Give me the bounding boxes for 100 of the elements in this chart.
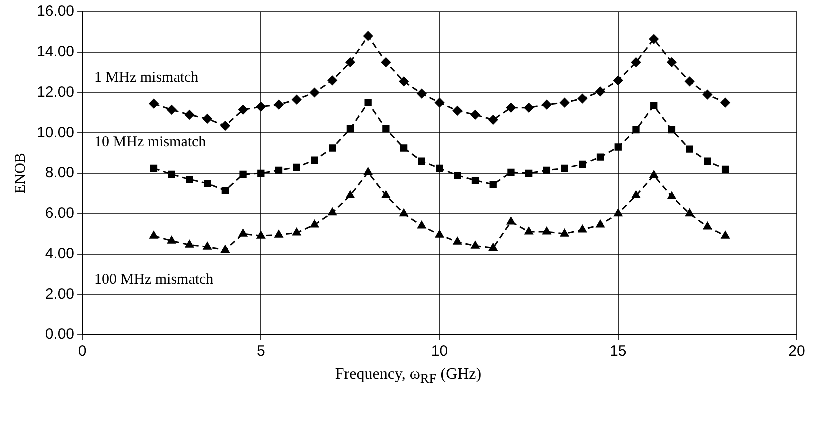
point <box>328 76 338 86</box>
point <box>293 164 300 172</box>
point <box>596 154 604 161</box>
y-tick-label: 4.00 <box>45 245 75 262</box>
point <box>258 170 265 178</box>
point <box>168 170 176 178</box>
point <box>274 230 284 238</box>
point <box>202 114 212 124</box>
point <box>149 99 159 109</box>
point <box>578 225 587 233</box>
y-tick-label: 2.00 <box>45 286 75 303</box>
point <box>686 146 694 153</box>
point <box>382 190 390 198</box>
y-tick-label: 14.00 <box>36 44 75 61</box>
series-label: 1 MHz mismatch <box>94 70 200 86</box>
point <box>186 176 194 184</box>
point <box>543 166 551 174</box>
point <box>686 209 694 217</box>
point <box>560 98 570 108</box>
point <box>453 237 462 245</box>
point <box>668 192 676 200</box>
point <box>471 241 480 249</box>
point <box>238 105 248 115</box>
point <box>722 166 730 174</box>
point <box>417 89 427 99</box>
point <box>275 166 283 174</box>
point <box>702 90 712 100</box>
point <box>364 31 374 41</box>
point <box>203 242 212 250</box>
point <box>507 217 516 225</box>
point <box>256 231 266 239</box>
point <box>631 58 641 68</box>
point <box>561 164 568 172</box>
point <box>614 144 622 151</box>
point <box>221 245 230 253</box>
point <box>596 220 605 228</box>
point <box>274 100 284 110</box>
point <box>381 58 391 68</box>
point <box>542 100 552 110</box>
point <box>399 76 409 86</box>
point <box>310 88 320 98</box>
point <box>435 98 445 108</box>
point <box>292 228 302 236</box>
y-tick-label: 16.00 <box>36 3 75 20</box>
point <box>650 102 658 110</box>
point <box>346 126 354 133</box>
point <box>346 190 355 198</box>
point <box>614 76 624 86</box>
point <box>452 106 462 116</box>
point <box>470 110 480 120</box>
series-label: 100 MHz mismatch <box>94 272 214 288</box>
point <box>400 209 408 217</box>
y-tick-label: 10.00 <box>36 124 75 142</box>
point <box>524 103 534 113</box>
point <box>614 209 623 217</box>
point <box>578 94 588 104</box>
point <box>508 168 515 176</box>
point <box>311 156 318 164</box>
point <box>685 76 695 86</box>
point <box>184 110 194 120</box>
point <box>220 121 230 131</box>
point <box>632 190 640 198</box>
point <box>650 170 658 178</box>
point <box>239 229 248 237</box>
point <box>489 243 498 251</box>
point <box>632 126 640 134</box>
point <box>168 236 176 244</box>
series-label: 10 MHz mismatch <box>94 134 207 150</box>
y-tick-label: 8.00 <box>45 164 75 182</box>
point <box>310 220 319 228</box>
point <box>167 105 177 115</box>
point <box>240 170 247 178</box>
point <box>542 227 552 235</box>
point <box>526 170 533 178</box>
y-tick-label: 6.00 <box>45 205 75 222</box>
point <box>579 160 586 168</box>
point <box>472 176 480 184</box>
point <box>704 158 712 165</box>
point <box>436 164 444 172</box>
point <box>329 144 336 152</box>
point <box>292 95 302 105</box>
point <box>721 231 730 239</box>
point <box>720 98 730 108</box>
point <box>256 102 266 112</box>
point <box>328 208 337 216</box>
point <box>524 227 534 235</box>
point <box>667 58 677 68</box>
point <box>418 221 426 229</box>
x-tick-label: 5 <box>256 343 266 360</box>
point <box>418 158 426 165</box>
point <box>185 240 194 248</box>
x-tick-label: 20 <box>788 343 806 360</box>
point <box>400 144 408 152</box>
point <box>488 115 498 125</box>
x-tick-label: 10 <box>431 343 448 360</box>
point <box>649 34 659 44</box>
point <box>668 126 676 134</box>
x-axis-title: Frequency, ω$_{RF}$ (GHz) <box>334 366 483 388</box>
point <box>382 126 390 133</box>
point <box>346 58 356 68</box>
